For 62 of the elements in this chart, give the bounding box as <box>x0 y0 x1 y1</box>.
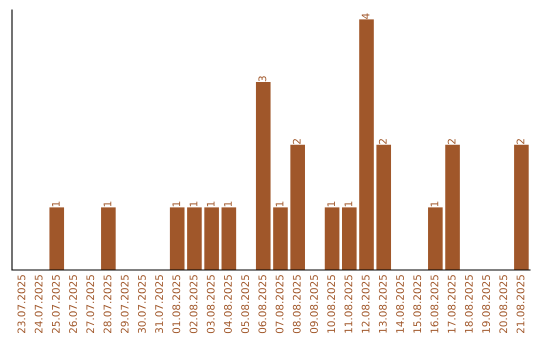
x-tick-label: 20.08.2025 <box>499 275 508 334</box>
x-tick-label: 02.08.2025 <box>190 275 198 334</box>
bar <box>204 207 219 270</box>
x-tick-label: 15.08.2025 <box>413 275 422 333</box>
x-tick-label: 10.08.2025 <box>327 275 336 333</box>
data-label: 1 <box>206 202 214 206</box>
x-tick-label: 30.07.2025 <box>138 275 146 334</box>
data-label: 2 <box>448 139 456 144</box>
x-tick-label: 19.08.2025 <box>482 275 490 333</box>
x-tick-label: 13.08.2025 <box>378 275 387 333</box>
x-tick-label: 12.08.2025 <box>362 275 370 333</box>
x-tick-label: 23.07.2025 <box>17 275 26 334</box>
x-tick-label: 07.08.2025 <box>276 275 284 334</box>
x-tick-label: 17.08.2025 <box>448 275 456 333</box>
x-tick-label: 14.08.2025 <box>396 275 404 333</box>
x-tick-label: 18.08.2025 <box>464 275 473 333</box>
bar <box>342 207 357 270</box>
x-tick-label: 27.07.2025 <box>86 275 94 334</box>
bar <box>359 19 374 270</box>
data-label: 2 <box>292 139 301 144</box>
bar <box>324 207 340 270</box>
x-tick-label: 08.08.2025 <box>292 275 301 334</box>
data-label: 1 <box>430 202 438 206</box>
bar <box>101 207 116 270</box>
data-label: 1 <box>172 202 180 206</box>
x-tick-label: 26.07.2025 <box>69 275 77 334</box>
x-tick-label: 04.08.2025 <box>224 275 232 334</box>
bar <box>222 207 236 270</box>
data-label: 1 <box>344 202 352 206</box>
bar <box>376 144 392 270</box>
data-label: 2 <box>378 139 387 144</box>
data-label: 1 <box>52 202 60 206</box>
x-tick-label: 11.08.2025 <box>344 275 352 333</box>
data-label: 4 <box>362 13 370 19</box>
bar <box>445 144 460 270</box>
x-tick-label: 16.08.2025 <box>430 275 438 333</box>
x-tick-label: 24.07.2025 <box>34 275 43 334</box>
x-tick-label: 28.07.2025 <box>104 275 112 334</box>
x-tick-label: 09.08.2025 <box>310 275 318 334</box>
bar <box>170 207 185 270</box>
x-tick-label: 03.08.2025 <box>206 275 215 334</box>
x-tick-label: 29.07.2025 <box>120 275 129 334</box>
bar <box>256 82 271 270</box>
data-label: 1 <box>327 202 335 206</box>
x-tick-label: 06.08.2025 <box>258 275 266 334</box>
data-label: 1 <box>190 202 198 206</box>
bar <box>514 144 529 270</box>
bar <box>273 207 288 270</box>
bar <box>49 207 64 270</box>
x-tick-label: 21.08.2025 <box>516 275 524 334</box>
x-tick-label: 25.07.2025 <box>52 275 60 334</box>
bar <box>187 207 202 270</box>
data-label: 1 <box>224 202 232 206</box>
data-label: 2 <box>516 139 524 144</box>
x-tick-label: 01.08.2025 <box>172 275 180 334</box>
data-label: 1 <box>104 202 112 206</box>
bar <box>428 207 443 270</box>
data-label: 1 <box>276 202 284 206</box>
data-label: 3 <box>258 76 266 82</box>
bar <box>290 144 305 270</box>
x-tick-label: 31.07.2025 <box>155 275 164 334</box>
x-tick-label: 05.08.2025 <box>241 275 250 334</box>
